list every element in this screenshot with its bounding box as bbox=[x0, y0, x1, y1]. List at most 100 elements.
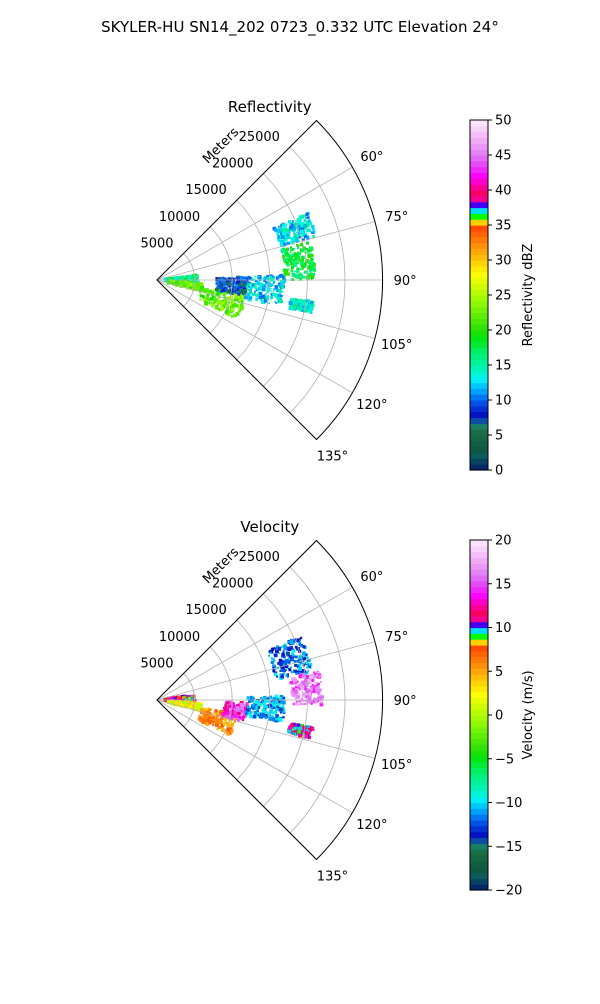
echo-gate bbox=[224, 303, 228, 307]
echo-gate bbox=[318, 688, 322, 692]
echo-gate bbox=[269, 297, 272, 300]
echo-gate bbox=[295, 695, 299, 698]
echo-gate bbox=[302, 680, 306, 685]
echo-gate bbox=[293, 678, 297, 683]
echo-gate bbox=[205, 296, 210, 301]
echo-gate bbox=[317, 696, 321, 700]
echo-gate bbox=[303, 657, 306, 661]
echo-gate bbox=[175, 282, 179, 286]
echo-gate bbox=[247, 699, 251, 703]
colorbar-swatch bbox=[470, 341, 488, 349]
echo-gate bbox=[257, 706, 261, 709]
echo-gate bbox=[303, 214, 306, 218]
echo-gate bbox=[294, 655, 298, 659]
echo-gate bbox=[319, 702, 324, 707]
echo-gate bbox=[310, 304, 314, 307]
echo-gate bbox=[285, 247, 289, 251]
echo-gate bbox=[272, 289, 275, 292]
colorbar-swatch bbox=[470, 645, 488, 652]
echo-gate bbox=[210, 297, 214, 301]
colorbar-swatch bbox=[470, 755, 488, 763]
echo-gate bbox=[226, 731, 230, 736]
echo-gate bbox=[263, 299, 267, 303]
echo-gate bbox=[266, 274, 270, 279]
echo-gate bbox=[229, 726, 233, 730]
echo-gate bbox=[311, 687, 316, 691]
echo-gate bbox=[295, 664, 299, 667]
colorbar-tick-label: 40 bbox=[495, 184, 512, 199]
echo-gate bbox=[248, 288, 252, 292]
echo-gate bbox=[282, 696, 286, 700]
echo-gate bbox=[185, 275, 189, 279]
echo-gate bbox=[246, 287, 249, 290]
azimuth-tick-label: 135° bbox=[317, 869, 348, 884]
echo-gate bbox=[298, 277, 303, 281]
echo-gate bbox=[296, 228, 299, 231]
echo-gate bbox=[178, 283, 181, 286]
echo-gate bbox=[296, 270, 300, 274]
echo-gate bbox=[277, 647, 282, 651]
echo-gate bbox=[294, 689, 298, 693]
colorbar-swatch bbox=[470, 400, 488, 407]
echo-gate bbox=[287, 257, 289, 259]
echo-gate bbox=[224, 283, 228, 286]
echo-gate bbox=[297, 225, 302, 229]
echo-gate bbox=[301, 259, 304, 262]
echo-gate bbox=[225, 286, 228, 290]
echo-gate bbox=[288, 655, 292, 659]
echo-gate bbox=[310, 726, 315, 731]
echo-gate bbox=[301, 255, 305, 260]
echo-gate bbox=[290, 262, 294, 266]
echo-gate bbox=[291, 220, 294, 223]
echo-gate bbox=[299, 733, 304, 738]
echo-gate bbox=[272, 700, 277, 705]
echo-gate bbox=[266, 290, 270, 294]
echo-gate bbox=[258, 295, 263, 300]
echo-gate bbox=[176, 280, 180, 284]
echo-gate bbox=[297, 304, 300, 306]
colorbar-swatch bbox=[470, 143, 488, 150]
echo-gate bbox=[299, 301, 303, 304]
echo-gate bbox=[210, 292, 214, 295]
echo-gate bbox=[287, 220, 291, 223]
echo-gate bbox=[302, 645, 306, 649]
echo-gate bbox=[306, 249, 311, 253]
echo-gate bbox=[300, 673, 305, 677]
colorbar-swatch bbox=[470, 295, 488, 302]
echo-gate bbox=[292, 723, 296, 727]
echo-gate bbox=[279, 299, 284, 304]
echo-gate bbox=[288, 647, 292, 651]
echo-gate bbox=[194, 277, 197, 280]
echo-gate bbox=[277, 293, 282, 297]
echo-gate bbox=[204, 718, 209, 723]
range-tick-label: 15000 bbox=[185, 603, 226, 618]
colorbar-swatch bbox=[470, 423, 488, 430]
colorbar-swatch bbox=[470, 615, 488, 623]
echo-gate bbox=[202, 713, 206, 717]
echo-gate bbox=[184, 283, 188, 286]
echo-gate bbox=[302, 268, 304, 270]
echo-gate bbox=[312, 273, 316, 276]
echo-gate bbox=[309, 306, 313, 310]
echo-gate bbox=[255, 298, 258, 301]
echo-gate bbox=[304, 686, 307, 689]
echo-gate bbox=[224, 713, 228, 717]
echo-gate bbox=[290, 223, 295, 228]
echo-gate bbox=[198, 714, 201, 717]
echo-gate bbox=[282, 663, 286, 666]
echo-gate bbox=[298, 258, 302, 262]
echo-gate bbox=[197, 706, 200, 709]
echo-gate bbox=[261, 300, 265, 304]
echo-gate bbox=[214, 298, 218, 303]
echo-gate bbox=[207, 715, 212, 720]
echo-gate bbox=[299, 700, 301, 703]
echo-gate bbox=[247, 289, 250, 291]
echo-gate bbox=[226, 712, 229, 715]
echo-gate bbox=[297, 660, 300, 663]
echo-gate bbox=[304, 734, 308, 739]
echo-gate bbox=[245, 702, 249, 706]
echo-gate bbox=[291, 266, 295, 270]
echo-region bbox=[215, 275, 249, 296]
echo-gate bbox=[198, 704, 203, 709]
echo-gate bbox=[276, 675, 279, 678]
